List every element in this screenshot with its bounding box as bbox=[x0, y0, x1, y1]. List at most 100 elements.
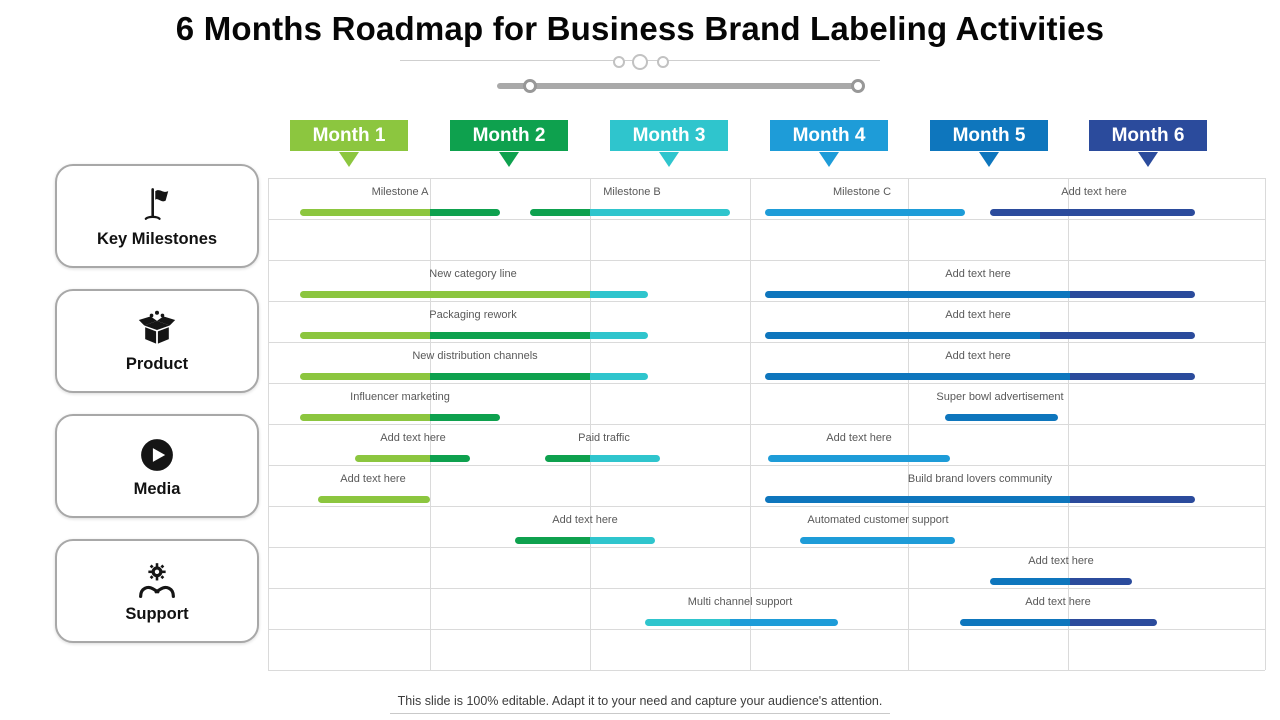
bar-label: Paid traffic bbox=[578, 432, 630, 444]
bar-segment bbox=[430, 332, 590, 339]
month-arrow-icon bbox=[659, 152, 679, 167]
grid-line bbox=[268, 465, 1265, 466]
bar-segment bbox=[300, 373, 430, 380]
bar-segment bbox=[800, 537, 955, 544]
month-arrow-icon bbox=[499, 152, 519, 167]
bar-segment bbox=[1070, 291, 1195, 298]
gantt-bar bbox=[945, 414, 1058, 421]
gantt-bar bbox=[300, 291, 648, 298]
gantt-bar bbox=[990, 578, 1132, 585]
gantt-bar bbox=[645, 619, 838, 626]
bar-label: Multi channel support bbox=[687, 596, 793, 608]
month-header-2: Month 2 bbox=[450, 120, 568, 151]
bar-label: Add text here bbox=[945, 309, 1011, 321]
bar-label: Milestone A bbox=[371, 186, 429, 198]
bar-segment bbox=[960, 619, 1070, 626]
category-card-support: Support bbox=[55, 539, 259, 643]
grid-line bbox=[1068, 178, 1069, 670]
bar-segment bbox=[765, 209, 965, 216]
bar-label: New distribution channels bbox=[412, 350, 538, 362]
gantt-bar bbox=[990, 209, 1195, 216]
grid-line bbox=[268, 260, 1265, 261]
grid-line bbox=[268, 178, 269, 670]
bar-segment bbox=[730, 619, 838, 626]
bar-segment bbox=[430, 455, 470, 462]
bar-segment bbox=[990, 578, 1070, 585]
bar-segment bbox=[355, 455, 430, 462]
gantt-bar bbox=[765, 209, 965, 216]
grid-line bbox=[268, 342, 1265, 343]
month-arrow-icon bbox=[1138, 152, 1158, 167]
page-title: 6 Months Roadmap for Business Brand Labe… bbox=[175, 10, 1105, 47]
slider-handle-right-icon bbox=[851, 79, 865, 93]
category-card-product: Product bbox=[55, 289, 259, 393]
bar-label: Add text here bbox=[1061, 186, 1127, 198]
bar-segment bbox=[1070, 496, 1195, 503]
gantt-bar bbox=[300, 373, 648, 380]
grid-line bbox=[268, 301, 1265, 302]
footer-divider-line bbox=[390, 713, 890, 714]
bar-segment bbox=[945, 414, 1058, 421]
month-arrow-icon bbox=[979, 152, 999, 167]
bar-segment bbox=[1070, 578, 1132, 585]
divider-dot-icon bbox=[613, 56, 625, 68]
bar-label: Packaging rework bbox=[429, 309, 517, 321]
gantt-bar bbox=[960, 619, 1157, 626]
bar-label: Add text here bbox=[945, 268, 1011, 280]
divider-dot-icon bbox=[657, 56, 669, 68]
bar-segment bbox=[430, 414, 500, 421]
month-header-1: Month 1 bbox=[290, 120, 408, 151]
divider-dot-icon bbox=[632, 54, 648, 70]
bar-segment bbox=[300, 332, 430, 339]
bar-segment bbox=[1070, 373, 1195, 380]
bar-segment bbox=[768, 455, 950, 462]
category-label: Media bbox=[133, 480, 181, 498]
gantt-bar bbox=[530, 209, 730, 216]
bar-label: Influencer marketing bbox=[350, 391, 450, 403]
bar-segment bbox=[300, 414, 430, 421]
gantt-bar bbox=[765, 291, 1195, 298]
gantt-bar bbox=[300, 332, 648, 339]
category-label: Support bbox=[125, 605, 189, 623]
bar-segment bbox=[765, 291, 1070, 298]
timeline-slider-track bbox=[497, 83, 862, 89]
bar-label: Automated customer support bbox=[807, 514, 949, 526]
gantt-bar bbox=[515, 537, 655, 544]
bar-segment bbox=[1040, 332, 1195, 339]
bar-segment bbox=[590, 291, 648, 298]
bar-segment bbox=[300, 209, 430, 216]
bar-segment bbox=[590, 373, 648, 380]
bar-segment bbox=[765, 496, 1070, 503]
flag-icon bbox=[138, 183, 176, 227]
month-arrow-icon bbox=[339, 152, 359, 167]
category-card-key-milestones: Key Milestones bbox=[55, 164, 259, 268]
gantt-bar bbox=[300, 209, 500, 216]
bar-segment bbox=[590, 332, 648, 339]
month-header-4: Month 4 bbox=[770, 120, 888, 151]
gantt-bar bbox=[768, 455, 950, 462]
category-label: Product bbox=[125, 355, 189, 373]
bar-segment bbox=[530, 209, 590, 216]
support-icon bbox=[137, 558, 177, 602]
gantt-bar bbox=[765, 496, 1195, 503]
bar-label: Add text here bbox=[340, 473, 406, 485]
grid-line bbox=[430, 178, 431, 670]
slider-handle-left-icon bbox=[523, 79, 537, 93]
month-header-6: Month 6 bbox=[1089, 120, 1207, 151]
gantt-bar bbox=[318, 496, 430, 503]
bar-label: Add text here bbox=[826, 432, 892, 444]
month-arrow-icon bbox=[819, 152, 839, 167]
bar-segment bbox=[990, 209, 1195, 216]
grid-line bbox=[268, 547, 1265, 548]
bar-label: Build brand lovers community bbox=[907, 473, 1053, 485]
gantt-bar bbox=[300, 414, 500, 421]
grid-line bbox=[268, 588, 1265, 589]
bar-segment bbox=[590, 209, 730, 216]
category-card-media: Media bbox=[55, 414, 259, 518]
play-icon bbox=[137, 433, 177, 477]
gantt-bar bbox=[800, 537, 955, 544]
bar-segment bbox=[545, 455, 590, 462]
grid-line bbox=[268, 629, 1265, 630]
grid-line bbox=[268, 178, 1265, 179]
